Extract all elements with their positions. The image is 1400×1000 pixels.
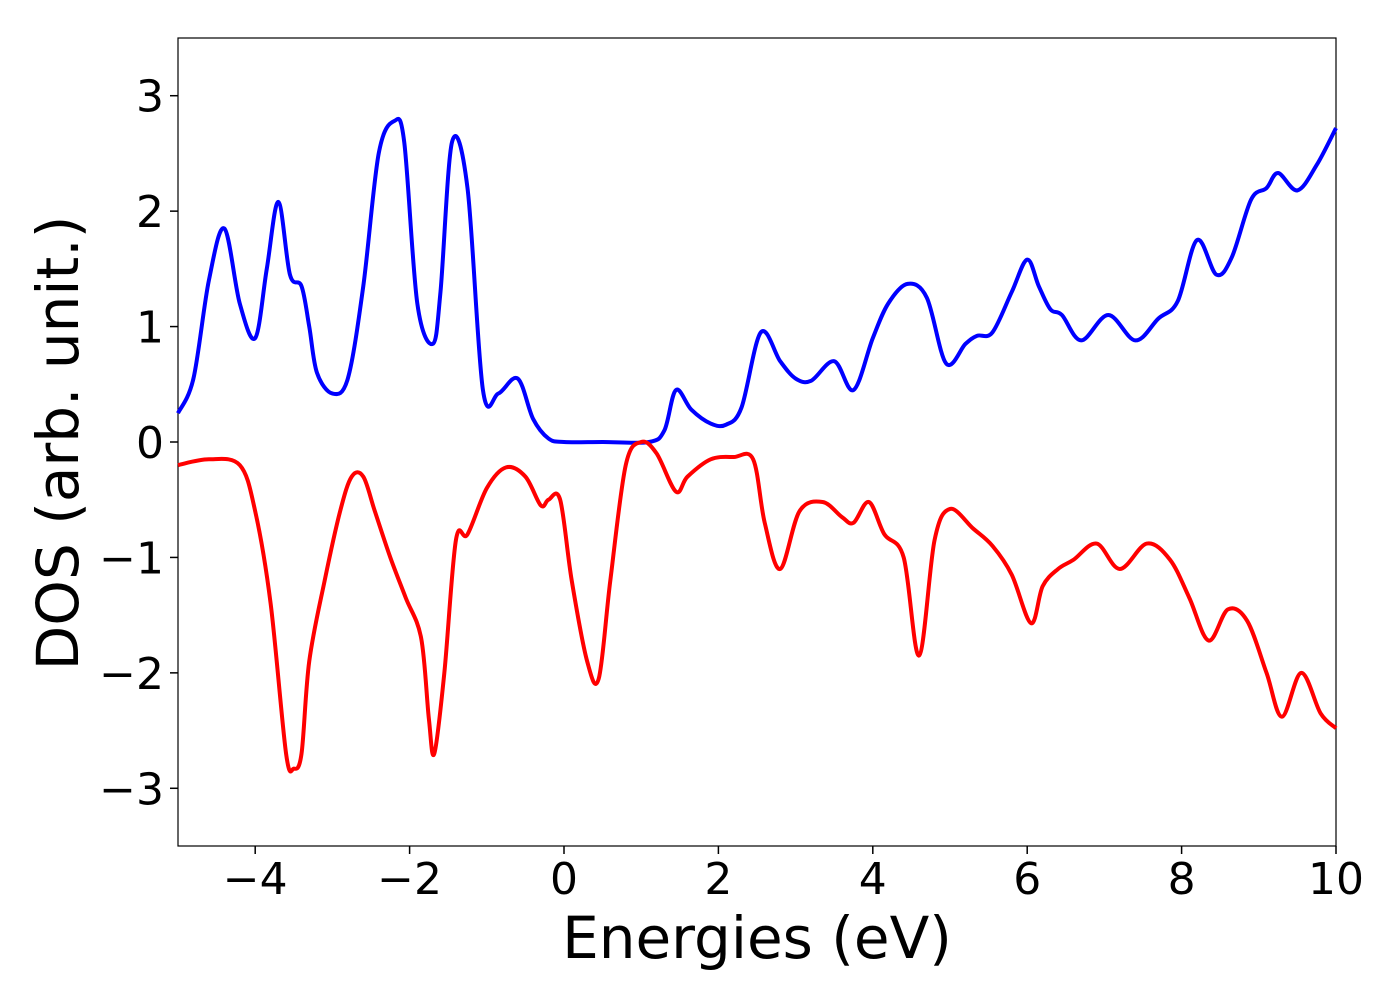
y-tick-label: 3 bbox=[136, 72, 164, 123]
x-tick-label: 2 bbox=[704, 854, 732, 905]
y-axis-label: DOS (arb. unit.) bbox=[24, 216, 92, 671]
x-tick-label: 6 bbox=[1013, 854, 1041, 905]
plot-area bbox=[177, 37, 1337, 847]
plot-frame bbox=[177, 37, 1337, 847]
y-tick-label: −2 bbox=[99, 649, 164, 700]
x-axis-label: Energies (eV) bbox=[562, 904, 952, 972]
series-line-1 bbox=[176, 116, 1338, 445]
series-group bbox=[176, 116, 1338, 774]
series-line-2 bbox=[177, 439, 1338, 774]
y-tick-label: 1 bbox=[136, 303, 164, 354]
x-axis-ticks: −4 −2 0 2 4 6 8 10 bbox=[223, 846, 1364, 905]
y-tick-label: −1 bbox=[99, 533, 164, 584]
x-tick-label: −2 bbox=[377, 854, 442, 905]
x-tick-label: −4 bbox=[223, 854, 288, 905]
x-tick-label: 4 bbox=[859, 854, 887, 905]
y-tick-label: 0 bbox=[136, 418, 164, 469]
x-tick-label: 8 bbox=[1168, 854, 1196, 905]
x-tick-label: 10 bbox=[1308, 854, 1364, 905]
x-tick-label: 0 bbox=[550, 854, 578, 905]
y-axis-ticks: −3 −2 −1 0 1 2 3 bbox=[99, 72, 178, 815]
y-tick-label: 2 bbox=[136, 187, 164, 238]
y-tick-label: −3 bbox=[99, 764, 164, 815]
